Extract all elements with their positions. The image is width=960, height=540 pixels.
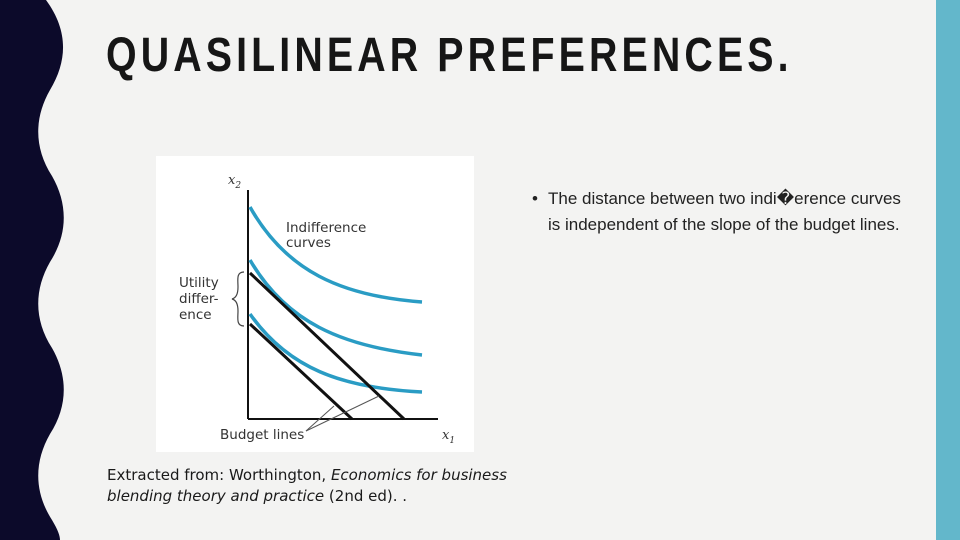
bullet-list: • The distance between two indi�erence c… bbox=[532, 186, 912, 238]
utility-label-line2: differ- bbox=[179, 291, 219, 307]
utility-brace bbox=[231, 271, 245, 327]
caption-suffix: (2nd ed). . bbox=[324, 487, 408, 505]
figure-caption: Extracted from: Worthington, Economics f… bbox=[107, 465, 567, 507]
bullet-marker: • bbox=[532, 189, 538, 208]
indifference-curve-1 bbox=[248, 206, 423, 304]
budget-lines-label: Budget lines bbox=[220, 427, 304, 443]
caption-prefix: Extracted from: Worthington, bbox=[107, 466, 331, 484]
x-axis-label: x1 bbox=[442, 428, 455, 446]
bullet-item: • The distance between two indi�erence c… bbox=[532, 186, 912, 238]
curves-label-line2: curves bbox=[286, 235, 331, 251]
y-axis-label: x2 bbox=[228, 173, 241, 191]
budget-line-1 bbox=[248, 271, 406, 421]
budget-pointer-1 bbox=[305, 405, 335, 432]
left-wavy-band bbox=[0, 0, 64, 540]
indifference-curve-figure: x2 x1 Indifference curves Utility differ… bbox=[156, 156, 474, 452]
budget-line-2 bbox=[248, 322, 354, 421]
utility-label-line1: Utility bbox=[179, 275, 219, 291]
figure-svg: x2 x1 Indifference curves Utility differ… bbox=[179, 173, 455, 446]
budget-pointer-2 bbox=[305, 395, 380, 432]
caption-book-title: Economics for business blending theory a… bbox=[107, 466, 507, 505]
x-axis-subscript: 1 bbox=[449, 436, 455, 446]
utility-label-line3: ence bbox=[179, 307, 212, 323]
bullet-text: The distance between two indi�erence cur… bbox=[548, 189, 901, 234]
wavy-band-shape bbox=[0, 0, 64, 540]
right-accent-band bbox=[936, 0, 960, 540]
indifference-curve-2 bbox=[248, 259, 423, 357]
curves-label-line1: Indifference bbox=[286, 220, 366, 236]
indifference-curve-3 bbox=[248, 312, 423, 394]
y-axis-subscript: 2 bbox=[234, 181, 241, 191]
slide-title: QUASILINEAR PREFERENCES. bbox=[106, 29, 793, 82]
